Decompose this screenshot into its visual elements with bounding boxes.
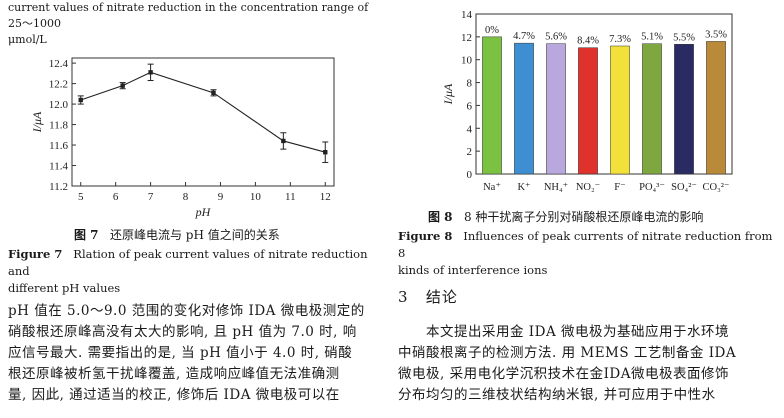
paragraph-line: 应信号最大. 需要指出的是, 当 pH 值小于 4.0 时, 硝酸 bbox=[8, 345, 353, 361]
x-axis-label: pH bbox=[195, 205, 212, 219]
x-tick-label: 11 bbox=[285, 191, 296, 203]
left-top-text: current values of nitrate reduction in t… bbox=[8, 0, 378, 48]
plot-frame bbox=[475, 13, 733, 175]
paragraph-line: 硝酸根还原峰高没有太大的影响, 且 pH 值为 7.0 时, 响 bbox=[8, 324, 357, 340]
section-heading: 3 结论 bbox=[398, 286, 458, 307]
figure8-caption-cn-label: 图 8 bbox=[428, 210, 453, 224]
y-tick-label: 12.4 bbox=[49, 58, 69, 70]
figure8-marks: 0% 4.7% 5.6% 8.4% 7.3% 5.1% 5.5% 3.5% bbox=[482, 25, 727, 175]
figure7-caption-cn-text: 还原峰电流与 pH 值之间的关系 bbox=[109, 228, 280, 242]
y-axis-label: I/μA bbox=[30, 111, 44, 133]
bar bbox=[546, 43, 566, 175]
data-point bbox=[78, 97, 83, 103]
category-label: SO₄²⁻ bbox=[671, 182, 697, 193]
figure7-caption-en-line: different pH values bbox=[8, 281, 121, 295]
plot-frame bbox=[71, 57, 335, 187]
paragraph-line: 根还原峰被析氢干扰峰覆盖, 造成响应峰值无法准确测 bbox=[8, 366, 340, 382]
text-line: μmol/L bbox=[8, 33, 47, 46]
data-point bbox=[120, 83, 125, 88]
paragraph-line: 本文提出采用金 IDA 微电极为基础应用于水环境 bbox=[426, 324, 729, 340]
bar bbox=[482, 36, 502, 175]
category-label: F⁻ bbox=[614, 182, 625, 193]
y-tick-label: 6 bbox=[467, 100, 473, 112]
figure7-caption-en-line: Rlation of peak current values of nitrat… bbox=[8, 247, 368, 278]
paragraph-line: pH 值在 5.0～9.0 范围的变化对修饰 IDA 微电极测定的 bbox=[8, 303, 365, 319]
figure7-marks bbox=[77, 63, 329, 163]
y-tick-label: 10 bbox=[461, 55, 473, 67]
figure8-caption-en-label: Figure 8 bbox=[398, 229, 453, 243]
y-tick-label: 8 bbox=[467, 78, 473, 90]
category-label: K⁺ bbox=[517, 182, 530, 193]
bar bbox=[578, 47, 598, 175]
category-label: NH₄⁺ bbox=[544, 182, 568, 193]
category-label: Na⁺ bbox=[483, 182, 501, 193]
y-axis-label: I/μA bbox=[441, 83, 455, 105]
data-label: 5.1% bbox=[641, 32, 663, 43]
text-line: current values of nitrate reduction in t… bbox=[8, 1, 369, 30]
figure7-chart: 5 6 7 8 9 10 11 12 11.2 11.4 11.6 11.8 12.0 12.2 12.4 p… bbox=[30, 57, 335, 219]
section-title: 结论 bbox=[425, 288, 458, 306]
figure8-caption-en: Figure 8 Influences of peak currents of … bbox=[398, 228, 778, 279]
paragraph-line: 量, 因此, 通过适当的校正, 修饰后 IDA 微电极可以在 bbox=[8, 387, 340, 403]
paragraph-line: 微电极, 采用电化学沉积技术在金IDA微电极表面修饰 bbox=[398, 366, 729, 382]
x-tick-label: 7 bbox=[148, 191, 154, 203]
paragraph-line: 分布均匀的三维枝状结构纳米银, 并可应用于中性水 bbox=[398, 387, 716, 403]
series-line bbox=[80, 71, 326, 153]
bar bbox=[642, 43, 662, 175]
y-tick-label: 12 bbox=[461, 32, 472, 44]
y-tick-label: 11.8 bbox=[49, 120, 68, 132]
figure8-caption-cn: 图 8 8 种干扰离子分别对硝酸根还原峰电流的影响 bbox=[428, 208, 703, 225]
x-tick-label: 5 bbox=[78, 191, 84, 203]
figure8-chart: 0 2 4 6 8 10 12 14 I/μA Na⁺ K⁺ NH₄⁺ NO₂⁻ F⁻ PO₄³⁻ SO₄²⁻… bbox=[441, 9, 733, 193]
bar bbox=[514, 42, 534, 175]
y-tick-label: 12.2 bbox=[49, 79, 68, 91]
y-tick-label: 11.4 bbox=[49, 161, 68, 173]
y-tick-label: 0 bbox=[467, 169, 473, 181]
data-label: 4.7% bbox=[513, 31, 535, 42]
x-tick-label: 8 bbox=[183, 191, 189, 203]
section-number: 3 bbox=[398, 288, 409, 306]
figure8-caption-en-line: kinds of interference ions bbox=[398, 263, 548, 277]
figure8-caption-en-line: Influences of peak currents of nitrate r… bbox=[398, 229, 773, 260]
data-point bbox=[211, 90, 216, 96]
data-label: 8.4% bbox=[577, 36, 599, 47]
data-point bbox=[281, 138, 286, 144]
figure8-caption-cn-text: 8 种干扰离子分别对硝酸根还原峰电流的影响 bbox=[463, 210, 704, 224]
x-tick-label: 10 bbox=[250, 191, 262, 203]
figure7-caption-en: Figure 7 Rlation of peak current values … bbox=[8, 246, 383, 297]
y-tick-label: 2 bbox=[467, 146, 473, 158]
figure7-caption-cn: 图 7 还原峰电流与 pH 值之间的关系 bbox=[74, 226, 280, 243]
figure8-axes: 0 2 4 6 8 10 12 14 I/μA Na⁺ K⁺ NH₄⁺ NO₂⁻ F⁻ PO₄³⁻ SO₄²⁻… bbox=[441, 9, 733, 193]
x-tick-label: 9 bbox=[218, 191, 224, 203]
bar bbox=[674, 44, 694, 175]
category-label: NO₂⁻ bbox=[576, 182, 600, 193]
figure7-axes: 5 6 7 8 9 10 11 12 11.2 11.4 11.6 11.8 12.0 12.2 12.4 p… bbox=[30, 57, 335, 219]
y-tick-label: 4 bbox=[467, 123, 473, 135]
category-label: CO₃²⁻ bbox=[703, 182, 730, 193]
y-tick-label: 11.2 bbox=[49, 181, 68, 193]
x-tick-label: 12 bbox=[320, 191, 331, 203]
bar bbox=[706, 41, 726, 175]
y-tick-label: 12.0 bbox=[49, 99, 69, 111]
data-point bbox=[148, 70, 153, 75]
data-label: 5.5% bbox=[673, 32, 695, 43]
bar bbox=[610, 45, 630, 175]
paragraph-line: 中硝酸根离子的检测方法. 用 MEMS 工艺制备金 IDA bbox=[398, 345, 737, 361]
data-label: 3.5% bbox=[705, 29, 727, 40]
category-label: PO₄³⁻ bbox=[639, 182, 665, 193]
right-paragraph: 本文提出采用金 IDA 微电极为基础应用于水环境 中硝酸根离子的检测方法. 用 … bbox=[398, 322, 782, 406]
data-label: 5.6% bbox=[545, 32, 567, 43]
data-point bbox=[323, 150, 328, 155]
left-paragraph: pH 值在 5.0～9.0 范围的变化对修饰 IDA 微电极测定的 硝酸根还原峰… bbox=[8, 301, 383, 406]
y-tick-label: 11.6 bbox=[49, 140, 68, 152]
x-tick-label: 6 bbox=[113, 191, 119, 203]
data-label: 0% bbox=[485, 25, 499, 36]
figure7-caption-en-label: Figure 7 bbox=[8, 247, 63, 261]
data-label: 7.3% bbox=[609, 34, 631, 45]
figure7-caption-cn-label: 图 7 bbox=[74, 228, 99, 242]
y-tick-label: 14 bbox=[461, 9, 473, 21]
